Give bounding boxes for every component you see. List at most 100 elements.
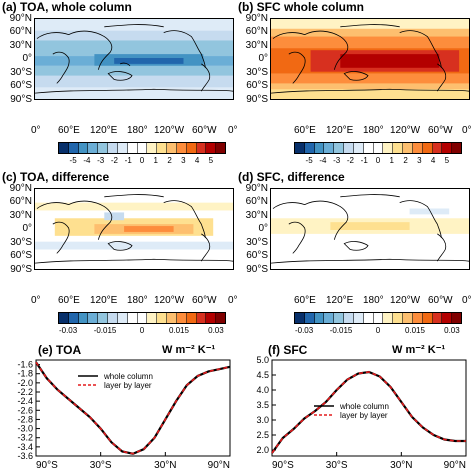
map-c-field bbox=[35, 189, 233, 269]
lon-label: 60°W bbox=[428, 125, 453, 136]
legend-label: layer by layer bbox=[340, 411, 388, 420]
map-sfc-whole-column bbox=[270, 18, 470, 100]
colorbar-tick-label: -0.015 bbox=[329, 326, 353, 335]
lat-label: 90°S bbox=[10, 94, 32, 105]
lon-label: 60°E bbox=[58, 295, 80, 306]
y-tick-label: -2.6 bbox=[17, 405, 33, 415]
lat-label: 30°S bbox=[10, 67, 32, 78]
y-tick-label: -3.2 bbox=[17, 433, 33, 443]
colorbar-swatch bbox=[393, 143, 404, 153]
lat-label: 60°N bbox=[245, 26, 268, 37]
colorbar-swatch bbox=[334, 313, 345, 323]
colorbar-swatch bbox=[363, 313, 374, 323]
colorbar-tick-label: 4 bbox=[430, 156, 436, 165]
lat-label: 60°N bbox=[245, 196, 268, 207]
lon-label: 0° bbox=[228, 295, 238, 306]
map-toa-difference bbox=[34, 188, 234, 270]
lat-label: 30°S bbox=[246, 67, 268, 78]
lon-label: 120°W bbox=[154, 295, 185, 306]
y-tick-label: 2.0 bbox=[256, 445, 269, 455]
lon-label: 0° bbox=[462, 295, 472, 306]
colorbar-tick-label: -0.03 bbox=[58, 326, 78, 335]
colorbar-tick-label: 3 bbox=[181, 156, 186, 165]
colorbar-swatch bbox=[167, 313, 177, 323]
y-tick-label: -2.4 bbox=[17, 396, 33, 406]
colorbar-tick-label: 5 bbox=[444, 156, 450, 165]
lat-label: 90°N bbox=[9, 13, 32, 24]
lat-label: 30°S bbox=[10, 237, 32, 248]
series-line bbox=[271, 371, 466, 454]
lon-label: 120°E bbox=[326, 125, 354, 136]
colorbar-tick-label: -5 bbox=[305, 156, 313, 165]
colorbar-tick-label: 0 bbox=[375, 326, 381, 335]
colorbar-swatch bbox=[295, 313, 305, 323]
map-toa-whole-column bbox=[34, 18, 234, 100]
lat-label: 30°S bbox=[246, 237, 268, 248]
lon-label: 60°W bbox=[428, 295, 453, 306]
lat-label: 60°S bbox=[246, 250, 268, 261]
map-a-field bbox=[35, 19, 233, 99]
lat-label: 60°N bbox=[9, 26, 32, 37]
y-tick-label: 5.0 bbox=[256, 355, 269, 365]
lat-label: 0° bbox=[22, 53, 32, 64]
lon-label: 120°E bbox=[90, 125, 118, 136]
colorbar-swatch bbox=[383, 143, 394, 153]
colorbar-swatch bbox=[403, 143, 413, 153]
colorbar-tick-label: -3 bbox=[333, 156, 341, 165]
colorbar-tick-label: 0 bbox=[139, 326, 145, 335]
colorbar-tick-label: -0.015 bbox=[93, 326, 117, 335]
units-label-f: W m⁻² K⁻¹ bbox=[392, 344, 446, 356]
colorbar-swatch bbox=[176, 143, 187, 153]
lat-label: 30°N bbox=[245, 210, 268, 221]
map-d-field bbox=[271, 189, 469, 269]
lat-label: 90°S bbox=[246, 94, 268, 105]
colorbar-swatch bbox=[324, 143, 335, 153]
colorbar-swatch bbox=[137, 313, 148, 323]
map-sfc-difference bbox=[270, 188, 470, 270]
x-tick-label: 30°N bbox=[390, 460, 412, 471]
colorbar-swatch bbox=[108, 313, 118, 323]
colorbar-tick-label: -1 bbox=[360, 156, 368, 165]
colorbar-swatch bbox=[147, 143, 158, 153]
lat-label: 60°N bbox=[9, 196, 32, 207]
lat-label: 30°N bbox=[245, 40, 268, 51]
plot-frame bbox=[271, 359, 467, 457]
colorbar-swatch bbox=[68, 313, 79, 323]
colorbar-swatch bbox=[216, 313, 226, 323]
panel-title-e: (e) TOA bbox=[38, 343, 82, 357]
colorbar-tick-label: 5 bbox=[208, 156, 214, 165]
colorbar-swatch bbox=[176, 313, 187, 323]
line-plot-toa: -1.6-1.8-2.0-2.2-2.4-2.6-2.8-3.0-3.2-3.4… bbox=[17, 359, 231, 471]
x-tick-label: 30°N bbox=[154, 460, 176, 471]
colorbar-swatch bbox=[383, 313, 394, 323]
colorbar-tick-label: 4 bbox=[194, 156, 200, 165]
y-tick-label: 3.5 bbox=[256, 400, 269, 410]
colorbar-swatch bbox=[196, 313, 207, 323]
colorbar-tick-label: 2 bbox=[403, 156, 408, 165]
colorbar-tick-label: 3 bbox=[417, 156, 422, 165]
y-tick-label: -1.6 bbox=[17, 360, 33, 370]
colorbar-swatch bbox=[167, 143, 177, 153]
colorbar-swatch bbox=[186, 143, 197, 153]
colorbar-swatch bbox=[442, 313, 453, 323]
colorbar-swatch bbox=[452, 143, 462, 153]
legend-label: whole column bbox=[339, 402, 389, 411]
units-label-e: W m⁻² K⁻¹ bbox=[162, 344, 216, 356]
y-tick-label: -2.2 bbox=[17, 387, 33, 397]
lat-label: 0° bbox=[258, 223, 268, 234]
colorbar-swatch bbox=[324, 313, 335, 323]
lat-label: 90°N bbox=[245, 13, 268, 24]
lon-label: 60°W bbox=[192, 295, 217, 306]
lon-label: 60°E bbox=[294, 125, 316, 136]
colorbar-swatch bbox=[127, 143, 138, 153]
x-tick-label: 30°S bbox=[90, 460, 112, 471]
colorbar-swatch bbox=[157, 143, 168, 153]
colorbar-swatch bbox=[68, 143, 79, 153]
lon-label: 0° bbox=[31, 295, 41, 306]
line-plot-sfc: 5.0 4.5 4.0 3.5 3.0 2.5 2.090°S 30°S 30°N 90°N who… bbox=[256, 355, 467, 471]
y-tick-label: 2.5 bbox=[256, 430, 269, 440]
colorbar-tick-label: 0 bbox=[139, 156, 145, 165]
lat-label: 90°N bbox=[245, 183, 268, 194]
colorbar-tick-label: -3 bbox=[97, 156, 105, 165]
colorbar-swatch bbox=[127, 313, 138, 323]
